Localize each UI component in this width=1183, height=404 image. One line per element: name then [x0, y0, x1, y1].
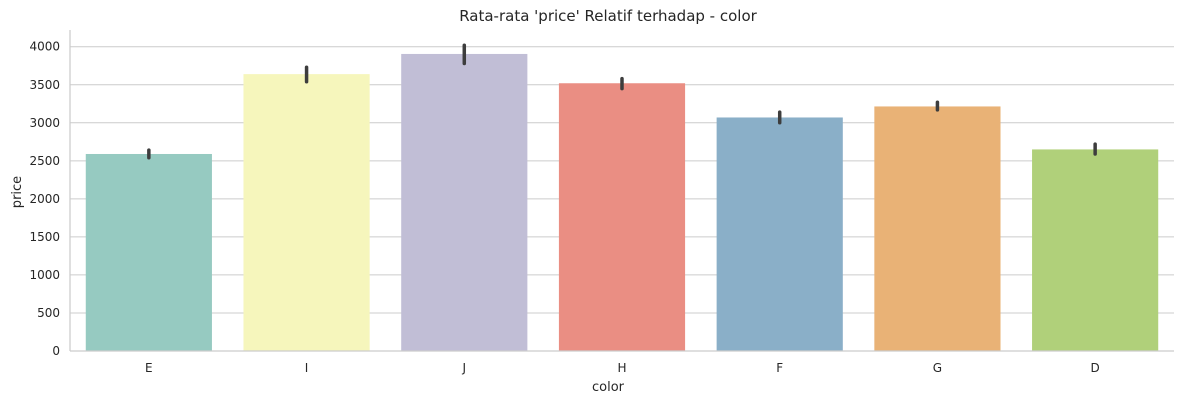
y-axis-label: price: [10, 176, 25, 208]
y-tick-label: 500: [37, 306, 60, 320]
x-tick-label: J: [462, 361, 467, 375]
bar-I: [243, 74, 370, 352]
y-tick-label: 3500: [29, 78, 60, 92]
y-tick-label: 3000: [29, 116, 60, 130]
bar-F: [716, 117, 843, 351]
y-tick-label: 2500: [29, 154, 60, 168]
y-tick-label: 1500: [29, 230, 60, 244]
bar-G: [874, 106, 1001, 351]
bar-D: [1032, 149, 1159, 351]
x-axis-label: color: [592, 380, 625, 395]
x-tick-label: E: [145, 361, 153, 375]
y-tick-label: 0: [52, 344, 60, 358]
x-tick-label: G: [933, 361, 942, 375]
bars-layer: [85, 53, 1159, 352]
y-tick-label: 1000: [29, 268, 60, 282]
error-bars-layer: [147, 43, 1097, 160]
ticks-layer: 0 500 1000 1500 2000 2500 3000 3500 4000 E I J H F G D: [29, 40, 1099, 375]
bar-E: [85, 153, 212, 351]
x-tick-label: I: [305, 361, 309, 375]
y-tick-label: 2000: [29, 192, 60, 206]
x-tick-label: F: [776, 361, 783, 375]
chart-title: Rata-rata 'price' Relatif terhadap - col…: [459, 7, 757, 25]
x-tick-label: D: [1091, 361, 1100, 375]
axis-layer: [69, 30, 1174, 352]
bar-J: [401, 53, 528, 351]
x-tick-label: H: [617, 361, 626, 375]
y-tick-label: 4000: [29, 40, 60, 54]
bar-H: [558, 83, 686, 351]
